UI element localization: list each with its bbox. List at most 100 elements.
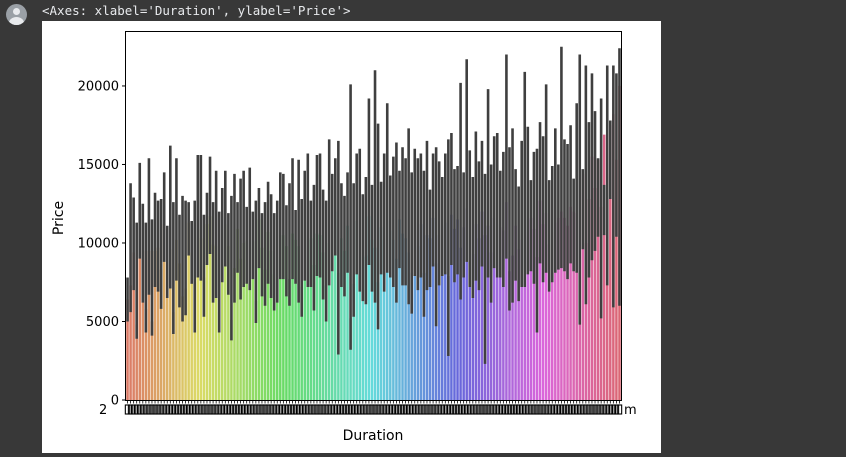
- x-tick-label-glyph-36: [234, 404, 241, 415]
- bar-83: [379, 227, 383, 400]
- bar-130: [523, 231, 527, 400]
- x-tick-label-glyph-30: [216, 404, 222, 415]
- bar-43: [257, 219, 261, 400]
- x-tick-label-glyph-153: [592, 404, 598, 415]
- x-tick-label-glyph-89: [396, 404, 403, 415]
- bar-38: [242, 242, 245, 400]
- bar-66: [327, 242, 331, 400]
- x-tick-label-glyph-84: [381, 404, 387, 415]
- bar-116: [480, 211, 484, 400]
- bar-12: [162, 224, 166, 400]
- x-tick-label-glyph-136: [540, 404, 546, 415]
- bar-80: [370, 239, 374, 400]
- user-avatar-icon: [6, 4, 27, 25]
- bar-56: [297, 246, 300, 400]
- x-tick-label-glyph-44: [259, 404, 265, 415]
- x-tick-label-glyph-42: [253, 404, 259, 415]
- bar-127: [514, 225, 517, 400]
- bar-95: [416, 246, 420, 400]
- bar-91: [404, 238, 407, 400]
- bar-10: [156, 247, 160, 400]
- x-tick-label-glyph-93: [408, 404, 415, 415]
- bar-84: [382, 239, 386, 400]
- bar-31: [221, 233, 224, 400]
- bar-157: [606, 173, 609, 400]
- bar-97: [422, 272, 426, 400]
- x-tick-label-glyph-26: [204, 404, 210, 415]
- x-tick-label-glyph-135: [537, 404, 543, 415]
- x-tick-label-glyph-109: [457, 404, 464, 415]
- x-tick-label-glyph-141: [555, 404, 562, 415]
- bar-150: [584, 242, 588, 400]
- x-tick-label-glyph-0: [124, 404, 131, 415]
- bar-145: [569, 206, 572, 400]
- bar-63: [318, 235, 322, 400]
- x-tick-label-glyph-161: [616, 404, 623, 415]
- bar-142: [560, 211, 563, 400]
- bar-54: [291, 233, 294, 400]
- x-tick-label-glyph-76: [356, 404, 363, 415]
- bar-20: [187, 222, 190, 400]
- bar-7: [147, 250, 151, 400]
- x-tick-label-glyph-122: [497, 404, 504, 415]
- bar-46: [266, 231, 270, 400]
- bar-55: [294, 239, 297, 400]
- x-tick-label-glyph-32: [222, 404, 229, 415]
- x-tick-label-glyph-20: [185, 404, 192, 415]
- bar-35: [233, 268, 236, 400]
- x-tick-label-glyph-48: [271, 404, 277, 415]
- x-tick-label-glyph-60: [308, 404, 314, 415]
- x-tick-label-glyph-148: [576, 404, 583, 415]
- x-tick-label-glyph-23: [195, 404, 201, 415]
- x-tick-label-glyph-82: [375, 404, 381, 415]
- bar-77: [361, 257, 365, 400]
- bars-layer: [126, 85, 621, 401]
- x-tick-label-glyph-152: [589, 404, 595, 415]
- bar-152: [590, 156, 594, 400]
- bar-0: [126, 299, 129, 400]
- x-tick-label-glyph-92: [405, 404, 412, 415]
- x-tick-label-glyph-103: [439, 404, 445, 415]
- bar-52: [285, 246, 288, 400]
- x-tick-label-glyph-130: [521, 404, 528, 415]
- bar-135: [538, 200, 542, 400]
- x-tick-label-glyph-126: [509, 404, 516, 415]
- bar-11: [159, 269, 163, 400]
- x-tick-label-glyph-85: [384, 404, 390, 415]
- bar-34: [230, 319, 233, 400]
- x-tick-label-glyph-49: [274, 404, 281, 415]
- bar-160: [615, 159, 618, 400]
- bar-147: [575, 213, 578, 400]
- bar-71: [343, 250, 346, 400]
- x-tick-label-glyph-102: [436, 404, 442, 415]
- x-tick-label-glyph-12: [161, 404, 167, 415]
- bar-39: [245, 241, 248, 400]
- bar-124: [505, 202, 508, 400]
- bar-50: [279, 235, 282, 400]
- bar-76: [358, 241, 362, 400]
- bar-137: [544, 213, 548, 400]
- bar-86: [389, 230, 392, 400]
- x-tick-label-glyph-74: [350, 404, 357, 415]
- x-tick-label-glyph-73: [347, 404, 354, 415]
- x-tick-label-glyph-106: [448, 404, 455, 415]
- x-tick-label-glyph-132: [528, 404, 534, 415]
- bar-101: [434, 263, 438, 400]
- x-tick-label-glyph-56: [295, 404, 302, 415]
- x-tick-label-glyph-5: [140, 404, 146, 415]
- x-tick-label-glyph-43: [256, 404, 262, 415]
- x-tick-label-glyph-27: [207, 404, 213, 415]
- bar-41: [251, 241, 255, 400]
- x-tick-label-glyph-87: [390, 404, 397, 415]
- x-tick-label-glyph-158: [607, 404, 614, 415]
- x-tick-label-glyph-10: [155, 404, 161, 415]
- x-tick-label-glyph-15: [170, 404, 177, 415]
- x-tick-label-glyph-127: [512, 404, 519, 415]
- y-tick-label-1: 5000: [86, 315, 119, 330]
- bar-156: [602, 134, 606, 400]
- bar-125: [508, 271, 511, 400]
- bar-16: [175, 239, 178, 400]
- bar-109: [459, 247, 462, 400]
- x-tick-label-glyph-25: [201, 404, 207, 415]
